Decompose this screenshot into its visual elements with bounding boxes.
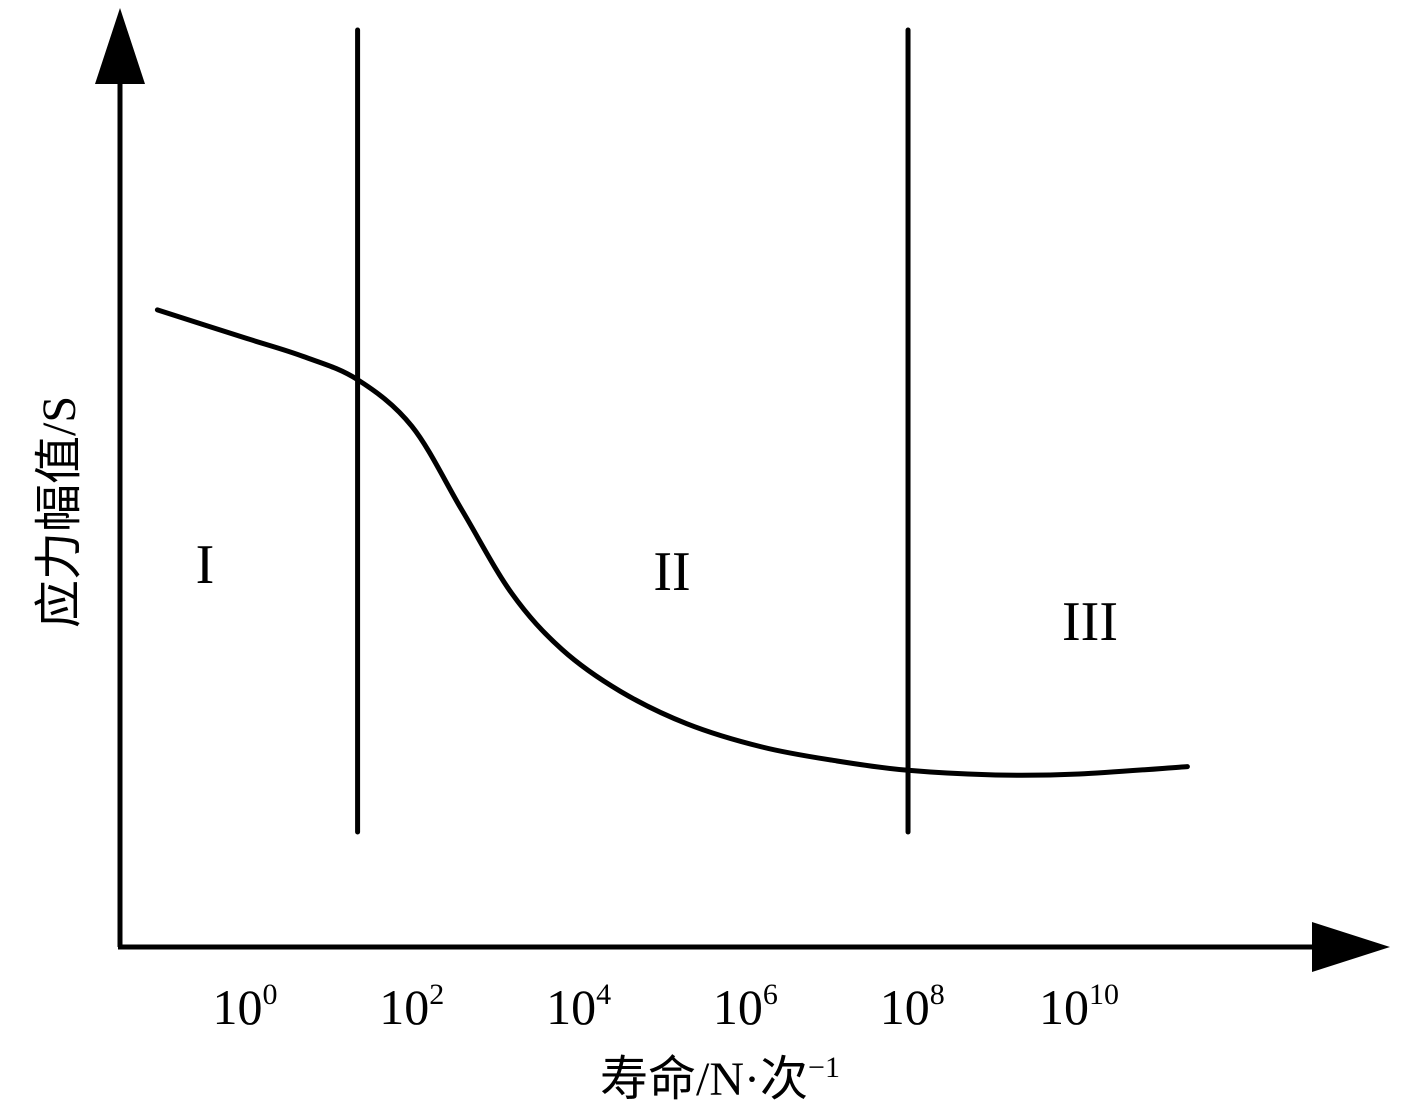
x-tick-label-5: 1010 <box>1039 978 1119 1035</box>
x-axis-arrowhead <box>1312 922 1390 972</box>
y-axis-arrowhead <box>95 8 145 84</box>
x-tick-labels: 100 102 104 106 108 1010 <box>213 978 1120 1035</box>
region-label-3: III <box>1062 591 1118 653</box>
x-axis-title: 寿命/N·次−1 <box>600 1051 840 1106</box>
y-axis-title: 应力幅值/S <box>33 396 86 628</box>
x-tick-label-0: 100 <box>213 978 278 1035</box>
x-tick-label-1: 102 <box>379 978 444 1035</box>
region-label-2: II <box>653 541 690 603</box>
x-tick-label-4: 108 <box>880 978 945 1035</box>
sn-curve-line <box>154 307 1190 778</box>
x-tick-label-2: 104 <box>546 978 611 1035</box>
region-boundaries <box>355 27 911 835</box>
region-label-1: I <box>196 534 215 596</box>
x-tick-label-3: 106 <box>713 978 778 1035</box>
